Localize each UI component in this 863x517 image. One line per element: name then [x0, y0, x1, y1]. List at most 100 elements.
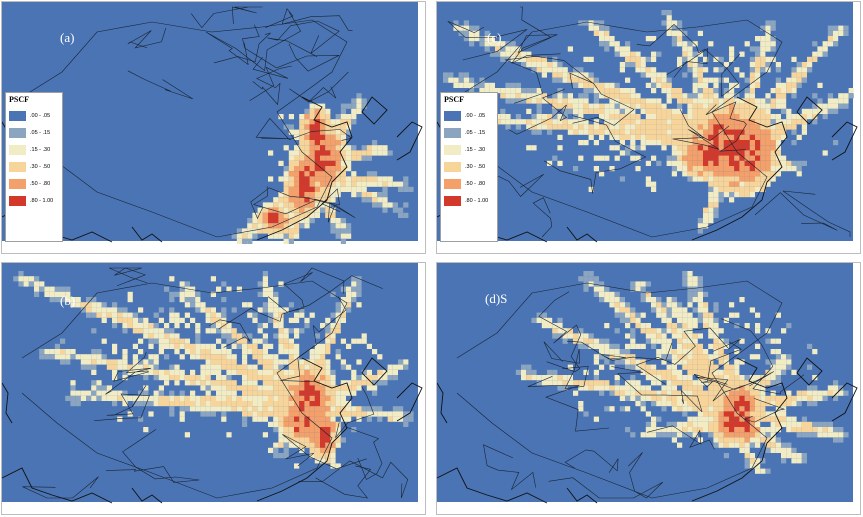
grid-cell	[677, 317, 683, 323]
grid-cell	[294, 233, 300, 239]
grid-cell	[739, 421, 745, 427]
grid-cell	[288, 380, 294, 386]
grid-cell	[687, 160, 693, 166]
grid-cell	[288, 432, 294, 438]
grid-cell	[314, 437, 320, 443]
grid-cell	[822, 41, 828, 47]
grid-cell	[755, 72, 761, 78]
grid-cell	[164, 375, 170, 381]
grid-cell	[361, 176, 367, 182]
grid-cell	[541, 124, 547, 130]
grid-cell	[184, 380, 190, 386]
grid-cell	[671, 333, 677, 339]
grid-cell	[403, 186, 409, 192]
grid-cell	[827, 41, 833, 47]
grid-cell	[567, 333, 573, 339]
grid-cell	[210, 354, 216, 360]
grid-cell	[614, 155, 620, 161]
grid-cell	[630, 364, 636, 370]
grid-cell	[729, 197, 735, 203]
grid-cell	[651, 302, 657, 308]
grid-cell	[65, 354, 71, 360]
grid-cell	[80, 364, 86, 370]
grid-cell	[651, 328, 657, 334]
grid-cell	[786, 82, 792, 88]
grid-cell	[273, 291, 279, 297]
grid-cell	[630, 155, 636, 161]
grid-cell	[557, 124, 563, 130]
grid-cell	[775, 369, 781, 375]
grid-cell	[656, 328, 662, 334]
grid-cell	[614, 380, 620, 386]
grid-cell	[583, 124, 589, 130]
grid-cell	[697, 150, 703, 156]
grid-cell	[500, 46, 506, 52]
grid-cell	[567, 46, 573, 52]
grid-cell	[231, 233, 237, 239]
grid-cell	[645, 432, 651, 438]
grid-cell	[361, 186, 367, 192]
grid-cell	[252, 406, 258, 412]
grid-cell	[635, 119, 641, 125]
grid-cell	[262, 302, 268, 308]
grid-cell	[536, 312, 542, 318]
grid-cell	[775, 395, 781, 401]
grid-cell	[760, 56, 766, 62]
grid-cell	[812, 41, 818, 47]
grid-cell	[739, 98, 745, 104]
grid-cell	[283, 349, 289, 355]
grid-cell	[294, 343, 300, 349]
grid-cell	[723, 354, 729, 360]
grid-cell	[153, 323, 159, 329]
grid-cell	[749, 354, 755, 360]
grid-cell	[692, 51, 698, 57]
grid-cell	[692, 129, 698, 135]
grid-cell	[294, 349, 300, 355]
grid-cell	[713, 67, 719, 73]
grid-cell	[273, 223, 279, 229]
grid-cell	[755, 56, 761, 62]
grid-cell	[791, 77, 797, 83]
grid-cell	[309, 411, 315, 417]
grid-cell	[833, 36, 839, 42]
grid-cell	[729, 160, 735, 166]
grid-cell	[755, 36, 761, 42]
grid-cell	[226, 364, 232, 370]
grid-cell	[755, 401, 761, 407]
grid-cell	[687, 41, 693, 47]
grid-cell	[330, 212, 336, 218]
grid-cell	[552, 119, 558, 125]
national-boundary	[21, 280, 348, 499]
grid-cell	[262, 432, 268, 438]
grid-cell	[578, 72, 584, 78]
grid-cell	[635, 286, 641, 292]
grid-cell	[231, 307, 237, 313]
grid-cell	[562, 72, 568, 78]
grid-cell	[262, 281, 268, 287]
grid-cell	[765, 36, 771, 42]
grid-cell	[812, 108, 818, 114]
grid-cell	[247, 395, 253, 401]
grid-cell	[697, 364, 703, 370]
grid-cell	[314, 134, 320, 140]
grid-cell	[372, 171, 378, 177]
grid-cell	[671, 155, 677, 161]
grid-cell	[749, 134, 755, 140]
grid-cell	[314, 202, 320, 208]
grid-cell	[625, 77, 631, 83]
grid-cell	[609, 119, 615, 125]
grid-cell	[278, 333, 284, 339]
grid-cell	[781, 442, 787, 448]
grid-cell	[635, 395, 641, 401]
grid-cell	[635, 62, 641, 68]
grid-cell	[325, 145, 331, 151]
grid-cell	[630, 385, 636, 391]
grid-cell	[775, 129, 781, 135]
grid-cell	[366, 343, 372, 349]
grid-cell	[236, 385, 242, 391]
grid-cell	[226, 328, 232, 334]
grid-cell	[703, 145, 709, 151]
grid-cell	[505, 88, 511, 94]
grid-cell	[278, 192, 284, 198]
grid-cell	[288, 192, 294, 198]
